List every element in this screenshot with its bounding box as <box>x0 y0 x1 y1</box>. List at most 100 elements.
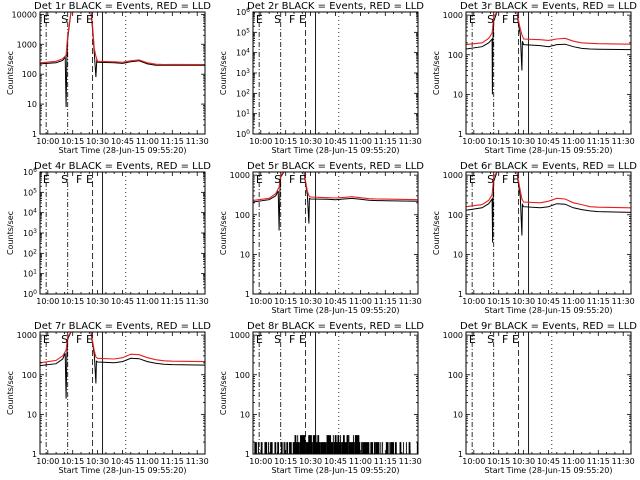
x-tick-label: 10:30 <box>299 297 322 306</box>
series-group <box>253 435 418 454</box>
y-tick-label: 10 <box>240 250 250 259</box>
marker-label-E: E <box>469 173 476 186</box>
x-tick-label: 10:15 <box>61 137 84 146</box>
y-axis-label: Counts/sec <box>219 51 228 95</box>
x-tick-label: 10:00 <box>249 297 272 306</box>
plot-frame <box>39 171 206 295</box>
x-tick-label: 11:00 <box>136 457 159 466</box>
x-tick-label: 10:00 <box>249 137 272 146</box>
y-tick-label: 100 <box>23 289 37 299</box>
x-tick-label: 11:30 <box>399 297 422 306</box>
panel-title: Det 3r BLACK = Events, RED = LLD <box>460 1 637 12</box>
y-tick-label: 100 <box>22 70 37 79</box>
x-tick-label: 11:15 <box>161 297 184 306</box>
y-tick-label: 102 <box>236 88 250 98</box>
y-axis-label: Counts/sec <box>6 51 15 95</box>
panel-title: Det 7r BLACK = Events, RED = LLD <box>34 321 211 332</box>
x-axis-label: Start Time (28-Jun-15 09:55:20) <box>272 146 400 155</box>
lld-series-line <box>253 172 418 201</box>
x-tick-label: 10:15 <box>274 137 297 146</box>
plot-frame <box>465 171 632 295</box>
x-tick-label: 10:45 <box>111 457 134 466</box>
x-axis-label: Start Time (28-Jun-15 09:55:20) <box>485 306 613 315</box>
x-axis-label: Start Time (28-Jun-15 09:55:20) <box>59 466 187 475</box>
lld-series-line <box>466 12 631 46</box>
x-tick-label: 11:00 <box>136 137 159 146</box>
x-tick-label: 11:30 <box>399 137 422 146</box>
x-tick-label: 10:30 <box>512 137 535 146</box>
y-tick-label: 100 <box>236 129 250 139</box>
x-tick-label: 10:30 <box>512 297 535 306</box>
x-tick-label: 10:30 <box>86 457 109 466</box>
reference-lines <box>471 172 553 294</box>
y-tick-label: 1000 <box>17 331 37 340</box>
x-tick-label: 11:30 <box>612 137 635 146</box>
marker-label-E: E <box>256 13 263 26</box>
y-tick-label: 1000 <box>443 11 463 20</box>
x-tick-label: 10:00 <box>249 457 272 466</box>
y-tick-label: 10 <box>27 410 37 419</box>
events-series-line <box>40 332 205 399</box>
lld-series-line <box>40 332 205 364</box>
x-tick-label: 10:45 <box>537 137 560 146</box>
events-series-line <box>466 12 631 95</box>
marker-label-S: S <box>61 333 68 346</box>
marker-label-F: F <box>289 173 295 186</box>
y-tick-label: 101 <box>23 269 37 279</box>
y-axis-label: Counts/sec <box>6 211 15 255</box>
y-axis-label: Counts/sec <box>6 371 15 415</box>
y-axis-label: Counts/sec <box>219 371 228 415</box>
y-tick-label: 103 <box>23 228 37 238</box>
marker-label-F: F <box>502 13 508 26</box>
marker-label-E: E <box>299 333 306 346</box>
marker-label-E: E <box>299 13 306 26</box>
panel-title: Det 1r BLACK = Events, RED = LLD <box>34 1 211 12</box>
reference-lines <box>45 332 127 454</box>
y-tick-label: 1000 <box>230 331 250 340</box>
x-tick-label: 11:30 <box>612 457 635 466</box>
y-tick-label: 102 <box>23 248 37 258</box>
panel-title: Det 2r BLACK = Events, RED = LLD <box>247 1 424 12</box>
x-tick-label: 10:45 <box>111 297 134 306</box>
series-group <box>466 12 631 95</box>
marker-label-E: E <box>256 173 263 186</box>
y-tick-label: 100 <box>448 371 463 380</box>
series-group <box>40 12 205 108</box>
lld-series-line <box>40 12 205 66</box>
x-tick-label: 11:15 <box>161 457 184 466</box>
marker-label-S: S <box>487 333 494 346</box>
x-tick-label: 11:00 <box>349 137 372 146</box>
x-tick-label: 10:00 <box>462 297 485 306</box>
x-tick-label: 10:30 <box>86 137 109 146</box>
y-tick-label: 1 <box>458 450 463 459</box>
x-axis-label: Start Time (28-Jun-15 09:55:20) <box>485 146 613 155</box>
x-tick-label: 11:15 <box>374 457 397 466</box>
y-tick-label: 1000 <box>443 171 463 180</box>
marker-label-E: E <box>43 333 50 346</box>
x-tick-label: 10:45 <box>324 457 347 466</box>
x-tick-label: 10:15 <box>487 137 510 146</box>
y-axis-label: Counts/sec <box>219 211 228 255</box>
y-tick-label: 103 <box>236 68 250 78</box>
panel-title: Det 8r BLACK = Events, RED = LLD <box>247 321 424 332</box>
marker-label-S: S <box>274 333 281 346</box>
series-group <box>40 332 205 399</box>
marker-label-F: F <box>502 333 508 346</box>
x-tick-label: 10:45 <box>324 297 347 306</box>
x-tick-label: 10:15 <box>61 457 84 466</box>
x-axis-label: Start Time (28-Jun-15 09:55:20) <box>272 306 400 315</box>
y-tick-label: 1000 <box>230 171 250 180</box>
panel-title: Det 4r BLACK = Events, RED = LLD <box>34 161 211 172</box>
plot-frame <box>465 331 632 455</box>
marker-label-E: E <box>469 333 476 346</box>
y-tick-label: 1000 <box>443 331 463 340</box>
events-series-line <box>40 12 205 108</box>
marker-label-E: E <box>86 13 93 26</box>
